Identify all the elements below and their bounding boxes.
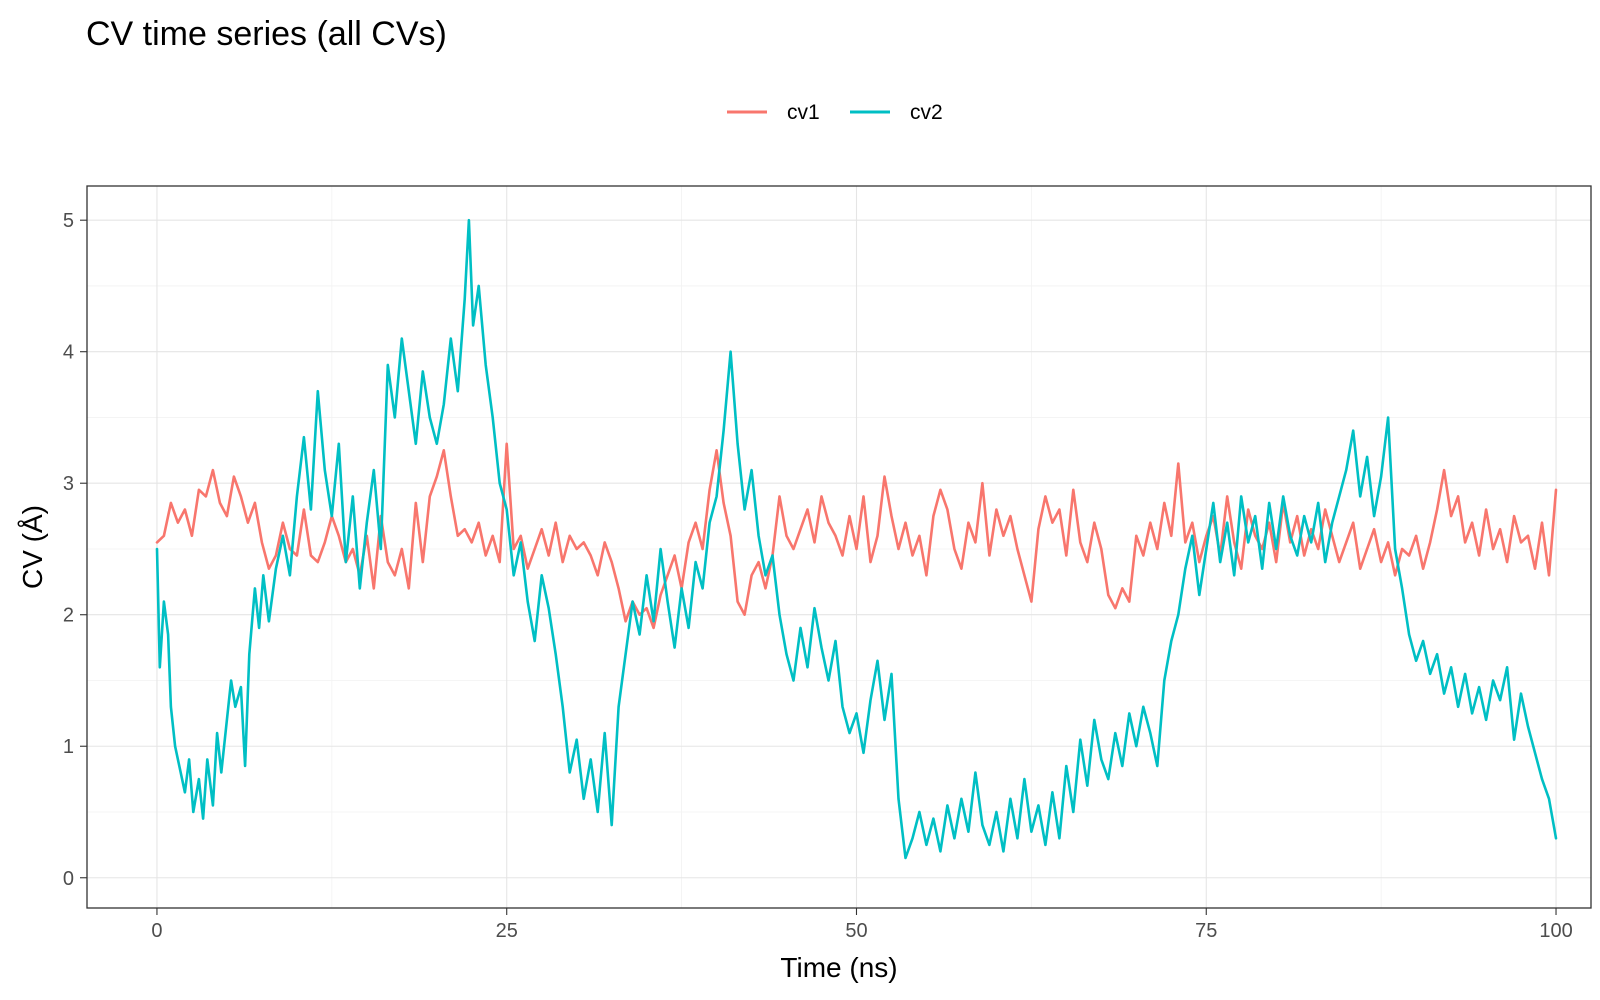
x-tick-label: 0 (151, 920, 162, 942)
x-tick-label: 75 (1195, 920, 1217, 942)
series-lines (155, 218, 1558, 860)
plot-panel-border (86, 185, 1592, 909)
y-tick-label: 3 (63, 473, 74, 495)
y-axis-title: CV (Å) (17, 505, 48, 589)
x-tick-label: 100 (1539, 920, 1572, 942)
y-tick-label: 5 (63, 210, 74, 232)
chart-title: CV time series (all CVs) (86, 15, 447, 53)
series-line-cv1 (155, 442, 1558, 630)
x-tick-label: 25 (496, 920, 518, 942)
axis-ticks: 0 25 50 75 100 0 1 2 3 4 5 (63, 210, 1573, 942)
y-tick-label: 1 (63, 736, 74, 758)
legend-label-cv1: cv1 (787, 101, 820, 124)
x-tick-label: 50 (845, 920, 867, 942)
legend: cv1 cv2 (727, 101, 943, 124)
y-tick-label: 0 (63, 868, 74, 890)
x-axis-title: Time (ns) (780, 952, 897, 983)
y-tick-label: 4 (63, 342, 74, 364)
series-line-cv2 (155, 218, 1558, 860)
legend-label-cv2: cv2 (910, 101, 943, 124)
y-tick-label: 2 (63, 605, 74, 627)
